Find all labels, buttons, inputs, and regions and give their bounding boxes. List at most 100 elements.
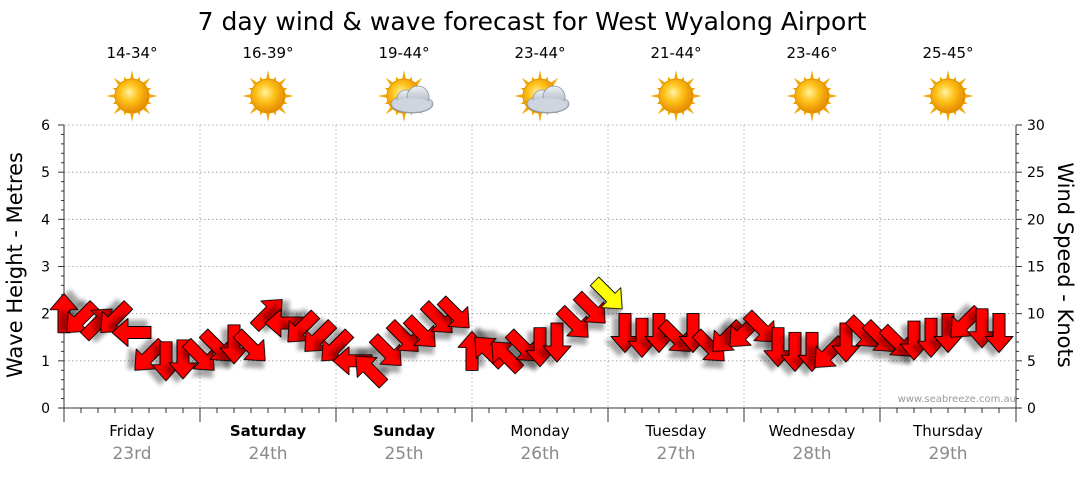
day-temperature: 23-46° <box>786 44 837 62</box>
wind-arrow <box>984 313 1014 353</box>
y-tick-left-label: 0 <box>41 401 50 417</box>
wind-arrow <box>712 319 746 352</box>
day-date: 26th <box>520 444 559 464</box>
y-tick-right-label: 20 <box>1027 212 1045 228</box>
day-date: 27th <box>656 444 695 464</box>
day-temperature: 23-44° <box>514 44 565 62</box>
sun-ray <box>106 93 117 99</box>
sun-ray <box>401 111 407 122</box>
wind-arrow <box>332 346 373 376</box>
sun-ray <box>963 93 974 99</box>
sun-ray <box>129 70 135 81</box>
y-tick-left-label: 1 <box>41 354 50 370</box>
wind-arrow <box>368 333 402 366</box>
sun-icon <box>922 70 974 122</box>
sun-icon <box>650 70 702 122</box>
day-temperature: 16-39° <box>242 44 293 62</box>
wind-arrow <box>304 319 338 352</box>
wind-arrow <box>436 295 470 329</box>
sun-ray <box>809 70 815 81</box>
wind-arrow <box>491 341 525 375</box>
wind-arrow <box>572 290 606 324</box>
sun-ray <box>283 93 294 99</box>
day-name: Saturday <box>230 422 307 440</box>
sun-ray <box>401 70 407 81</box>
wind-arrow <box>232 328 266 362</box>
sun-disc <box>930 78 966 114</box>
sun-ray <box>673 70 679 81</box>
cloud <box>390 85 434 114</box>
day-date: 25th <box>384 444 423 464</box>
wind-arrow-highlight <box>589 276 623 310</box>
sun-ray <box>537 70 543 81</box>
wind-arrow <box>100 300 134 333</box>
day-date: 23rd <box>112 444 151 464</box>
wind-arrow <box>419 300 453 333</box>
wind-arrow <box>287 309 321 343</box>
sun-ray <box>827 93 838 99</box>
sun-ray <box>945 111 951 122</box>
day-name: Sunday <box>373 422 436 440</box>
sun-disc <box>658 78 694 114</box>
day-date: 28th <box>792 444 831 464</box>
y-tick-right-label: 5 <box>1027 354 1036 370</box>
wind-arrow <box>168 339 198 380</box>
sun-cloud-icon <box>514 70 570 122</box>
y-tick-left-label: 3 <box>41 260 50 276</box>
cloud <box>526 85 570 114</box>
y-tick-left-label: 6 <box>41 118 50 134</box>
day-temperature: 21-44° <box>650 44 701 62</box>
axes-layer: 0 1 2 3 4 5 6 0 5 10 15 20 25 30 <box>41 118 1045 422</box>
sun-ray <box>786 93 797 99</box>
wind-arrow <box>355 355 389 389</box>
days-layer: 14-34° Friday 23rd 16-39° Saturday 24th 19-44°… <box>106 44 983 464</box>
wind-arrow <box>181 337 215 371</box>
sun-ray <box>650 93 661 99</box>
wind-arrow <box>950 304 984 338</box>
day-name: Monday <box>510 422 569 440</box>
sun-ray <box>922 93 933 99</box>
sun-icon <box>106 70 158 122</box>
wind-arrow <box>402 314 436 348</box>
sun-ray <box>673 111 679 122</box>
sun-icon <box>786 70 838 122</box>
day-name: Wednesday <box>769 422 856 440</box>
wind-arrow <box>66 300 100 333</box>
wind-arrow <box>264 308 305 338</box>
sun-ray <box>537 111 543 122</box>
sun-ray <box>147 93 158 99</box>
wind-arrow <box>657 319 691 352</box>
grid-layer <box>64 124 1016 408</box>
wind-arrow <box>742 309 776 343</box>
day-temperature: 25-45° <box>922 44 973 62</box>
day-name: Friday <box>109 422 155 440</box>
wind-arrow <box>831 322 861 363</box>
wind-arrow <box>111 318 152 347</box>
sun-ray <box>809 111 815 122</box>
day-date: 29th <box>928 444 967 464</box>
sun-ray <box>691 93 702 99</box>
wind-arrows <box>49 276 1014 389</box>
sun-cloud-icon <box>378 70 434 122</box>
wind-arrow <box>555 304 589 338</box>
y-tick-right-label: 30 <box>1027 118 1045 134</box>
sun-ray <box>265 111 271 122</box>
day-temperature: 14-34° <box>106 44 157 62</box>
wind-arrow <box>219 324 249 365</box>
sun-icon <box>242 70 294 122</box>
wind-arrow <box>198 328 232 362</box>
y-axis-left-label: Wave Height - Metres <box>3 152 27 378</box>
sun-ray <box>129 111 135 122</box>
sun-ray <box>514 93 525 99</box>
y-tick-left-label: 2 <box>41 307 50 323</box>
y-tick-right-label: 0 <box>1027 401 1036 417</box>
y-tick-right-label: 10 <box>1027 307 1045 323</box>
day-name: Thursday <box>912 422 983 440</box>
watermark: www.seabreeze.com.au <box>898 394 1016 405</box>
day-temperature: 19-44° <box>378 44 429 62</box>
sun-disc <box>114 78 150 114</box>
wind-arrow <box>134 337 168 371</box>
wind-arrow <box>814 335 848 368</box>
sun-ray <box>945 70 951 81</box>
